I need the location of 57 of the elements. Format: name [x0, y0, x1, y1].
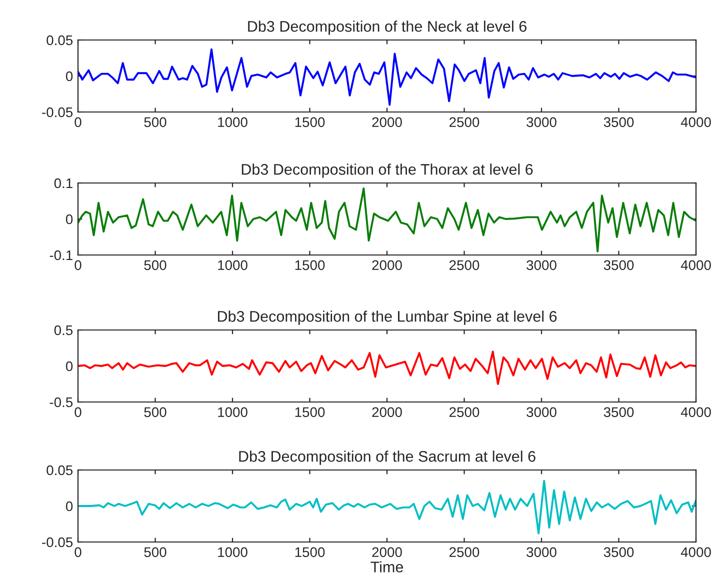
x-tick-label: 2500 — [450, 260, 480, 270]
x-tick-label: 1000 — [218, 407, 248, 418]
x-tick-label: 2500 — [450, 547, 480, 558]
x-tick-label: 2000 — [372, 547, 402, 558]
x-tick-label: 3000 — [526, 117, 556, 128]
y-tick-label: 0.5 — [54, 325, 73, 336]
x-tick-label: 0 — [74, 547, 82, 558]
x-tick-label: 1000 — [218, 547, 248, 558]
x-tick-label: 0 — [74, 117, 82, 128]
x-tick-label: 4000 — [680, 117, 711, 128]
x-axis-title: Time — [370, 561, 404, 572]
x-tick-label: 1500 — [295, 260, 325, 270]
y-tick-label: 0 — [66, 214, 73, 224]
y-tick-label: 0.05 — [46, 35, 73, 46]
x-tick-label: 0 — [74, 407, 82, 418]
y-tick-label: -0.1 — [50, 250, 72, 260]
y-tick-label: -0.05 — [42, 107, 73, 118]
x-tick-label: 4000 — [680, 407, 711, 418]
line-series — [78, 187, 696, 252]
chart-title: Db3 Decomposition of the Sacrum at level 6 — [239, 450, 536, 465]
x-tick-label: 1500 — [295, 117, 325, 128]
x-tick-label: 3000 — [526, 547, 556, 558]
x-tick-label: 3500 — [604, 407, 634, 418]
x-tick-label: 4000 — [680, 547, 711, 558]
y-tick-label: -0.5 — [50, 397, 73, 408]
x-tick-label: 500 — [144, 260, 166, 270]
chart-title: Db3 Decomposition of the Neck at level 6 — [248, 20, 526, 35]
x-tick-label: 3000 — [526, 407, 556, 418]
line-series — [78, 350, 696, 385]
y-tick-label: 0.05 — [46, 465, 73, 476]
chart-title: Db3 Decomposition of the Thorax at level 6 — [242, 164, 533, 178]
x-tick-label: 1500 — [295, 547, 325, 558]
x-tick-label: 2000 — [372, 407, 402, 418]
y-tick-label: 0 — [66, 501, 73, 512]
x-tick-label: 0 — [74, 260, 82, 270]
x-tick-label: 1000 — [218, 260, 248, 270]
x-tick-label: 3500 — [604, 117, 634, 128]
y-tick-label: 0 — [66, 71, 73, 82]
x-tick-label: 3000 — [526, 260, 556, 270]
x-tick-label: 500 — [144, 117, 166, 128]
chart-title: Db3 Decomposition of the Lumbar Spine at level 6 — [218, 310, 557, 325]
y-tick-label: -0.05 — [42, 537, 73, 548]
x-tick-label: 1500 — [295, 407, 325, 418]
x-tick-label: 2500 — [450, 407, 480, 418]
x-tick-label: 2000 — [372, 260, 402, 270]
x-tick-label: 1000 — [218, 117, 248, 128]
x-tick-label: 3500 — [604, 547, 634, 558]
line-series — [78, 48, 696, 106]
y-tick-label: 0 — [66, 361, 73, 372]
x-tick-label: 500 — [144, 407, 166, 418]
x-tick-label: 500 — [144, 547, 166, 558]
x-tick-label: 2500 — [450, 117, 480, 128]
x-tick-label: 2000 — [372, 117, 402, 128]
x-tick-label: 3500 — [604, 260, 634, 270]
line-series — [78, 480, 696, 534]
y-tick-label: 0.1 — [54, 178, 72, 188]
x-tick-label: 4000 — [680, 260, 711, 270]
